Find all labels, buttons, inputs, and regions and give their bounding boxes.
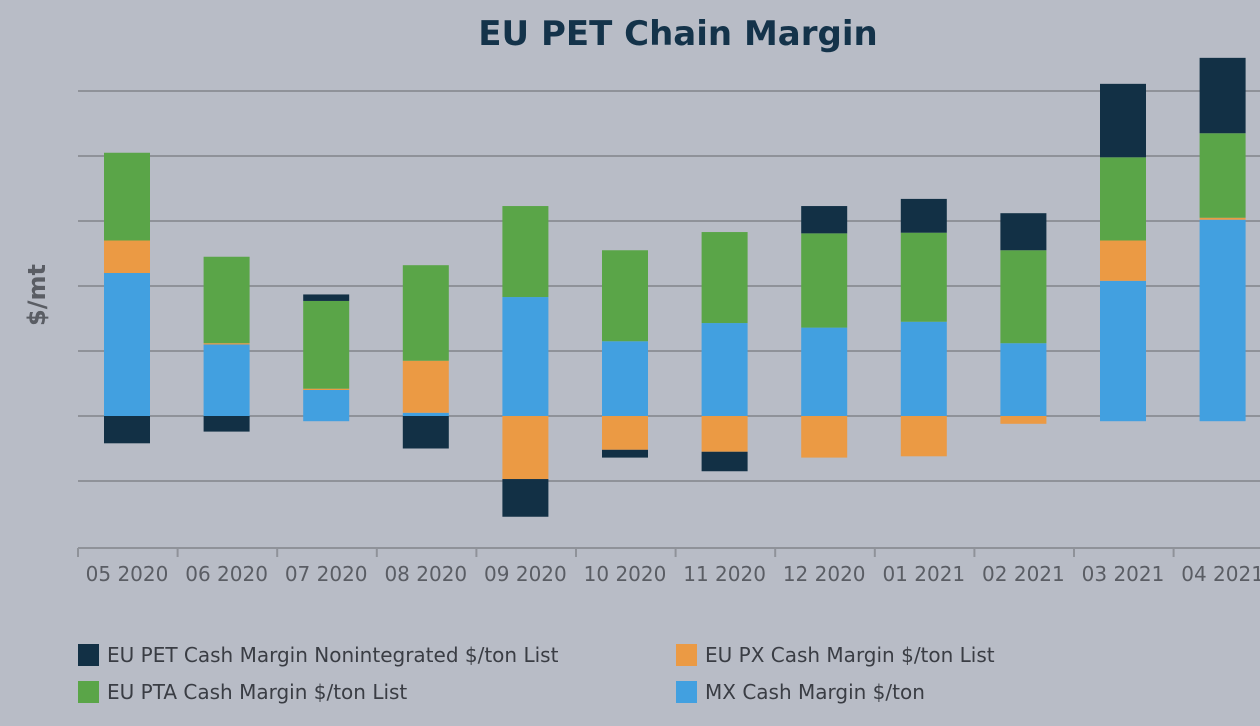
- x-tick-label: 05 2020: [86, 562, 169, 586]
- bar-segment: [1100, 416, 1146, 422]
- bar-segment: [203, 416, 250, 432]
- gridlines: [78, 90, 1260, 482]
- x-tick-label: 06 2020: [185, 562, 268, 586]
- x-tick-label: 12 2020: [783, 562, 866, 586]
- y-axis-label: $/mt: [23, 264, 51, 326]
- bar-segment: [900, 321, 947, 416]
- bar-segment: [900, 232, 947, 322]
- bar-segment: [502, 206, 549, 298]
- bar-segment: [502, 297, 549, 416]
- bar-segment: [203, 344, 250, 416]
- bars-group: [104, 57, 1246, 517]
- bar-segment: [602, 341, 648, 416]
- bar-segment: [1199, 217, 1246, 220]
- legend-swatch: [676, 681, 697, 703]
- x-tick-label: 04 2021: [1181, 562, 1260, 586]
- bar-segment: [1100, 280, 1146, 416]
- legend-label: EU PX Cash Margin $/ton List: [705, 643, 995, 667]
- x-axis: 05 2020 06 2020 07 2020 08 2020 09 2020 10 20…: [77, 547, 1260, 586]
- x-tick-label: 02 2021: [982, 562, 1065, 586]
- bar-segment: [303, 388, 350, 390]
- bar-segment: [602, 449, 648, 458]
- x-tick-label: 07 2020: [285, 562, 368, 586]
- bar-segment: [1000, 250, 1047, 344]
- bar-segment: [303, 300, 350, 389]
- bar-segment: [701, 451, 748, 472]
- x-tick-label: 08 2020: [384, 562, 467, 586]
- bar-segment: [1100, 157, 1146, 241]
- bar-segment: [502, 416, 549, 480]
- bar-segment: [203, 256, 250, 344]
- bar-segment: [701, 323, 748, 416]
- bar-segment: [1199, 57, 1246, 134]
- bar-segment: [701, 232, 748, 324]
- x-tick-label: 01 2021: [882, 562, 965, 586]
- bar-segment: [1199, 219, 1246, 416]
- bar-segment: [402, 360, 449, 413]
- bar-segment: [402, 265, 449, 361]
- legend-label: EU PTA Cash Margin $/ton List: [107, 680, 407, 704]
- x-tick-label: 11 2020: [683, 562, 766, 586]
- bar-segment: [801, 206, 848, 234]
- bar-segment: [1000, 343, 1047, 416]
- bar-segment: [1199, 416, 1246, 422]
- bar-segment: [1199, 133, 1246, 218]
- x-tick-label: 10 2020: [584, 562, 667, 586]
- bar-segment: [900, 416, 947, 457]
- bar-segment: [303, 294, 350, 301]
- bar-segment: [104, 273, 150, 416]
- bar-segment: [801, 416, 848, 458]
- bar-segment: [104, 152, 150, 241]
- bar-segment: [203, 343, 250, 345]
- bar-segment: [1100, 83, 1146, 158]
- bar-segment: [801, 327, 848, 416]
- bar-segment: [502, 479, 549, 517]
- legend-label: EU PET Cash Margin Nonintegrated $/ton L…: [107, 643, 559, 667]
- bar-segment: [402, 412, 449, 416]
- bar-segment: [1000, 416, 1047, 424]
- bar-segment: [303, 416, 350, 422]
- bar-segment: [1100, 240, 1146, 281]
- bar-segment: [303, 390, 350, 416]
- bar-segment: [801, 233, 848, 328]
- chart-title: EU PET Chain Margin: [478, 14, 877, 54]
- legend-swatch: [78, 681, 99, 703]
- bar-segment: [602, 416, 648, 450]
- bar-segment: [1000, 213, 1047, 251]
- x-tick-label: 09 2020: [484, 562, 567, 586]
- bar-segment: [900, 198, 947, 233]
- bar-segment: [701, 416, 748, 452]
- bar-segment: [104, 240, 150, 273]
- legend-label: MX Cash Margin $/ton: [705, 680, 925, 704]
- legend-swatch: [78, 644, 99, 666]
- bar-segment: [602, 250, 648, 342]
- legend: EU PET Cash Margin Nonintegrated $/ton L…: [78, 643, 995, 704]
- legend-swatch: [676, 644, 697, 666]
- bar-segment: [104, 416, 150, 444]
- bar-segment: [402, 416, 449, 449]
- x-tick-label: 03 2021: [1082, 562, 1165, 586]
